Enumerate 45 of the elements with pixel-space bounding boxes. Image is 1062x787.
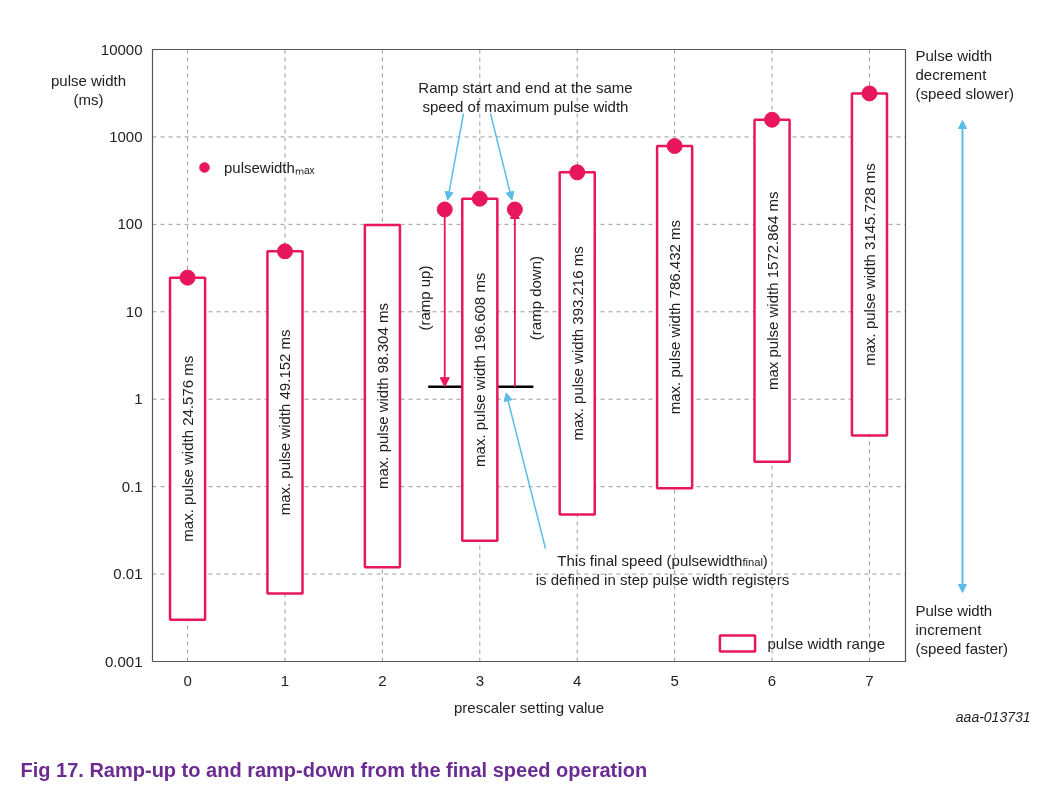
x-tick-label: 0 <box>183 671 192 689</box>
x-tick-label: 4 <box>573 671 582 689</box>
x-tick-label: 5 <box>670 671 679 689</box>
bar <box>363 223 402 569</box>
annotation: (ramp up) <box>415 265 433 331</box>
text: aaa-013731 <box>955 708 1031 725</box>
legend-label: pulse width range <box>767 634 885 652</box>
y-tick-label: 100 <box>117 215 143 233</box>
data-label: max. pulse width 24.576 ms <box>179 355 197 542</box>
point <box>861 85 878 102</box>
annotation: Ramp start and end at the same speed of maximum pulse width <box>418 78 633 115</box>
x-tick-label: 7 <box>865 671 874 689</box>
x-tick-label: 3 <box>475 671 484 689</box>
x-axis-title: prescaler setting value <box>453 698 605 716</box>
y-tick-label: 0.1 <box>121 477 143 495</box>
text: Fig 17. Ramp-up to and ramp-down from the final speed operation <box>20 758 648 781</box>
y-tick-label: 0.001 <box>104 652 143 670</box>
x-tick-label: 6 <box>767 671 777 689</box>
data-label: max. pulse width 393.216 ms <box>568 246 586 441</box>
text: Pulse width increment (speed faster) <box>915 601 1009 657</box>
data-label: max. pulse width 49.152 ms <box>276 329 294 516</box>
point <box>666 138 683 155</box>
y-tick-label: 1000 <box>109 127 143 145</box>
y-tick-label: 1 <box>134 390 143 408</box>
data-label: max. pulse width 98.304 ms <box>373 303 391 490</box>
data-label: max. pulse width 3145.728 ms <box>860 163 878 366</box>
y-tick-label: 0.01 <box>113 565 143 583</box>
point <box>764 111 781 128</box>
annotation: This final speed (pulsewidthfinal) is defined in step pulse width registers <box>535 551 790 588</box>
data-label: max. pulse width 786.432 ms <box>666 219 684 415</box>
legend-label: pulsewidthₘₐₓ <box>224 158 315 177</box>
annotation: (ramp down) <box>526 255 544 341</box>
text: Pulse width decrement (speed slower) <box>915 46 1014 102</box>
data-label: max. pulse width 196.608 ms <box>471 272 489 467</box>
point <box>436 201 453 218</box>
point <box>471 190 488 207</box>
x-tick-label: 1 <box>280 671 290 689</box>
x-tick-label: 2 <box>378 671 387 689</box>
point <box>569 164 586 181</box>
y-axis-title: pulse width (ms) <box>50 71 127 108</box>
point <box>179 269 196 286</box>
data-label: max pulse width 1572.864 ms <box>763 191 781 391</box>
point <box>276 243 293 260</box>
y-tick-label: 10 <box>125 302 143 320</box>
y-tick-label: 10000 <box>100 40 143 58</box>
